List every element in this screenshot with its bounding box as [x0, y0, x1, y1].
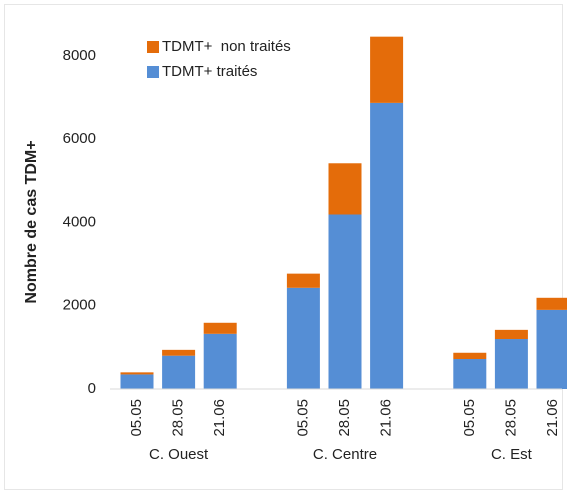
group-label: C. Centre: [313, 446, 377, 463]
y-axis-label: Nombre de cas TDM+: [23, 140, 40, 303]
bar-segment: [453, 359, 487, 389]
x-tick-label: 28.05: [170, 399, 187, 437]
x-tick-label: 21.06: [378, 399, 395, 437]
x-tick-label: 05.05: [294, 399, 311, 437]
bar-segment: [162, 355, 196, 389]
group-label: C. Ouest: [149, 446, 209, 463]
group-label: C. Est: [491, 446, 533, 463]
bar-segment: [536, 297, 567, 310]
y-tick-label: 4000: [63, 213, 96, 230]
x-tick-label: 28.05: [336, 399, 353, 437]
bar-segment: [370, 36, 404, 103]
legend-swatch: [147, 41, 159, 53]
x-tick-label: 21.06: [211, 399, 228, 437]
y-tick-label: 8000: [63, 47, 96, 64]
bar-segment: [370, 102, 404, 389]
bar-segment: [536, 309, 567, 389]
legend-label: TDMT+ traités: [162, 63, 257, 80]
x-tick-label: 05.05: [461, 399, 478, 437]
bar-segment: [162, 349, 196, 356]
y-tick-label: 0: [88, 380, 96, 397]
legend-label: TDMT+ non traités: [162, 38, 291, 55]
x-tick-label: 28.05: [502, 399, 519, 437]
x-tick-label: 21.06: [544, 399, 561, 437]
bar-segment: [203, 333, 237, 389]
y-tick-label: 2000: [63, 297, 96, 314]
bar-segment: [203, 322, 237, 334]
bar-segment: [120, 372, 154, 375]
bar-segment: [328, 214, 362, 389]
bar-segment: [328, 163, 362, 215]
chart-border: [4, 4, 563, 490]
bar-segment: [286, 273, 320, 288]
bar-segment: [494, 339, 528, 389]
x-tick-label: 05.05: [128, 399, 145, 437]
legend-swatch: [147, 66, 159, 78]
bar-segment: [494, 329, 528, 340]
bar-segment: [120, 374, 154, 389]
bar-segment: [286, 287, 320, 389]
y-tick-label: 6000: [63, 130, 96, 147]
bar-segment: [453, 352, 487, 360]
